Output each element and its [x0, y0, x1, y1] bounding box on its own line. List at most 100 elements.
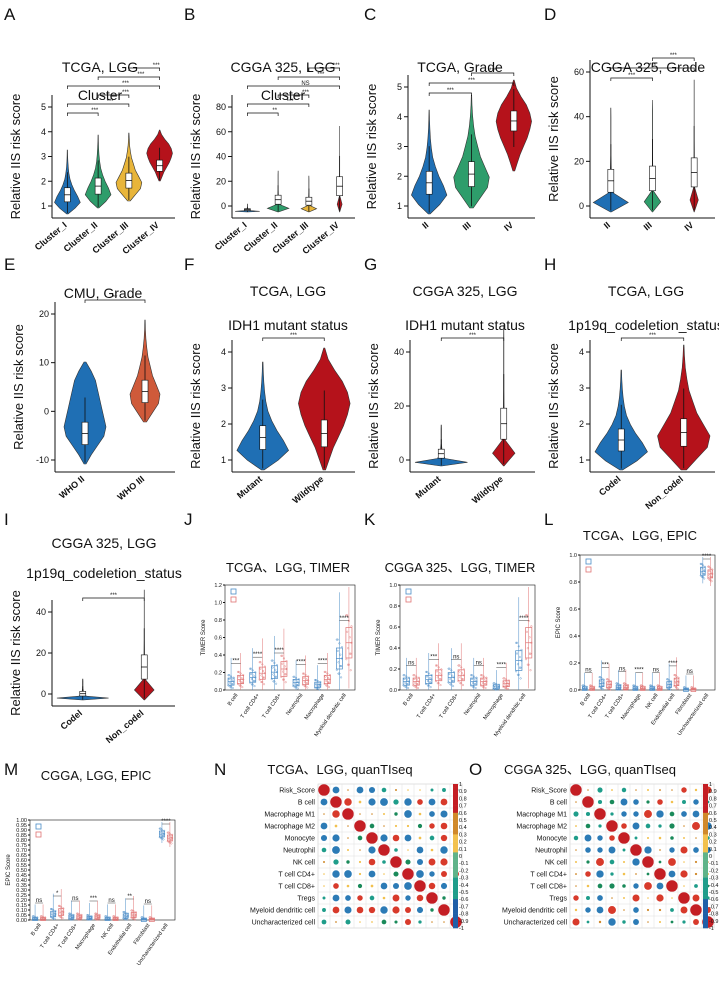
data-point: [601, 681, 604, 684]
data-point: [339, 653, 342, 656]
sig-label: ***: [90, 896, 98, 902]
corr-circle: [357, 883, 363, 889]
corr-circle: [366, 832, 378, 844]
data-point: [345, 658, 348, 661]
data-point: [450, 669, 453, 672]
corr-circle: [382, 860, 386, 864]
legend-low-swatch: [405, 588, 412, 595]
data-point: [327, 681, 330, 684]
y-tick-label: 0.4: [569, 634, 577, 640]
corr-circle: [440, 858, 448, 866]
y-axis-label: Relative IIS risk score: [546, 76, 561, 202]
data-point: [259, 661, 262, 664]
data-point: [415, 675, 418, 678]
colorbar-segment: [453, 805, 458, 810]
data-point: [676, 687, 679, 690]
sig-label: ***: [447, 88, 455, 94]
corr-circle: [623, 909, 625, 911]
corr-circle: [346, 884, 350, 888]
data-point: [302, 672, 305, 675]
data-point: [462, 668, 465, 671]
data-point: [517, 645, 520, 648]
y-tick-label: 40: [36, 607, 46, 617]
corr-circle: [356, 906, 364, 914]
data-point: [294, 682, 297, 685]
corr-circle: [582, 796, 594, 808]
data-point: [241, 681, 244, 684]
corr-circle: [646, 908, 650, 912]
panel-title: CGGA, LGG, EPIC: [41, 768, 152, 783]
corr-circle: [670, 836, 674, 840]
data-point: [429, 681, 432, 684]
data-point: [589, 684, 592, 687]
corr-circle: [608, 906, 616, 914]
panel-letter: M: [4, 760, 18, 779]
data-point: [94, 912, 97, 915]
corr-circle: [392, 894, 400, 902]
y-tick-label: 60: [216, 127, 226, 137]
x-category-label: Wildtype: [470, 474, 505, 506]
data-point: [158, 827, 161, 830]
corr-circle: [344, 906, 352, 914]
corr-circle: [380, 882, 388, 890]
corr-circle: [609, 883, 615, 889]
data-point: [518, 656, 521, 659]
data-point: [261, 663, 264, 666]
colorbar-segment: [703, 920, 708, 925]
corr-circle: [402, 868, 414, 880]
data-point: [426, 680, 429, 683]
corr-circle: [419, 789, 421, 791]
colorbar-tick-label: 1: [459, 782, 462, 788]
data-point: [504, 683, 507, 686]
data-point: [606, 678, 609, 681]
data-point: [649, 684, 652, 687]
colorbar-segment: [703, 917, 708, 922]
colorbar-segment: [453, 816, 458, 821]
data-point: [426, 684, 429, 687]
panel-L: L TCGA、LGG, EPIC EPIC Score 0.0 0.2 0.4 0.6 0.8…: [544, 510, 716, 737]
data-point: [703, 577, 706, 580]
corr-circle: [683, 861, 685, 863]
y-tick-label: 0: [44, 406, 49, 416]
data-point: [262, 670, 265, 673]
legend-high-swatch: [585, 566, 592, 573]
data-point: [263, 683, 266, 686]
data-point: [60, 915, 63, 918]
data-point: [273, 680, 276, 683]
panel-letter: G: [364, 255, 377, 274]
data-point: [674, 682, 677, 685]
corr-circle: [683, 837, 685, 839]
colorbar-segment: [453, 884, 458, 889]
corr-circle: [682, 920, 686, 924]
data-point: [702, 568, 705, 571]
data-point: [230, 675, 233, 678]
corr-circle: [622, 920, 626, 924]
y-tick-label: 0.40: [16, 878, 27, 884]
data-point: [438, 678, 441, 681]
colorbar-tick-label: 0.7: [459, 804, 467, 810]
corr-circle: [656, 894, 664, 902]
data-point: [413, 674, 416, 677]
data-point: [86, 914, 89, 917]
data-point: [526, 647, 529, 650]
data-point: [228, 674, 231, 677]
corr-circle: [333, 859, 339, 865]
x-category-label: WHO II: [57, 474, 86, 501]
data-point: [416, 679, 419, 682]
corr-circle: [597, 883, 603, 889]
data-point: [317, 682, 320, 685]
data-point: [599, 683, 602, 686]
data-point: [691, 686, 694, 689]
sig-bracket: [84, 299, 146, 303]
sig-label: ***: [430, 654, 438, 660]
corr-circle: [574, 908, 578, 912]
corr-circle: [369, 895, 375, 901]
colorbar-segment: [453, 812, 458, 817]
y-tick-label: 0.35: [16, 883, 27, 889]
corr-circle: [321, 919, 327, 925]
corr-circle: [597, 895, 603, 901]
colorbar-segment: [453, 870, 458, 875]
panel-title: TCGA、LGG, TIMER: [226, 560, 350, 575]
data-point: [149, 916, 152, 919]
